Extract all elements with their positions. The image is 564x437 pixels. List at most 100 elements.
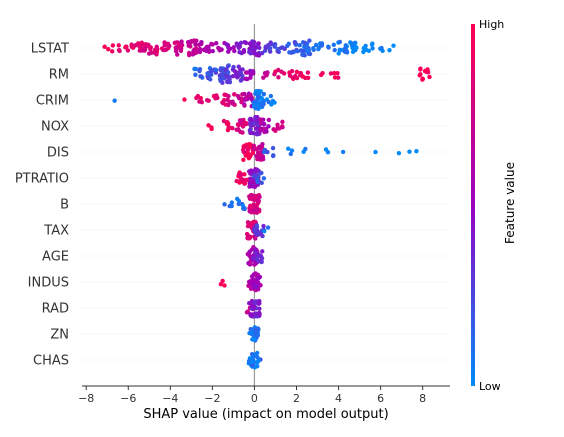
shap-point bbox=[251, 336, 256, 341]
shap-point bbox=[110, 43, 116, 48]
shap-point bbox=[206, 123, 211, 128]
shap-point bbox=[266, 117, 272, 123]
shap-point bbox=[261, 75, 266, 80]
shap-point bbox=[257, 301, 262, 306]
shap-point bbox=[102, 44, 107, 49]
shap-point bbox=[248, 122, 253, 128]
shap-point bbox=[254, 279, 259, 284]
feature-label: CRIM bbox=[36, 94, 69, 109]
shap-point bbox=[253, 89, 259, 94]
shap-point bbox=[256, 94, 261, 100]
shap-point bbox=[255, 179, 260, 185]
shap-point bbox=[271, 127, 276, 132]
shap-point bbox=[197, 46, 203, 52]
shap-point bbox=[117, 48, 122, 54]
shap-point bbox=[214, 40, 219, 46]
shap-point bbox=[186, 43, 191, 48]
shap-point bbox=[244, 94, 250, 100]
shap-point bbox=[251, 353, 256, 359]
colorbar-high-label: High bbox=[479, 18, 504, 31]
shap-point bbox=[257, 312, 262, 317]
shap-point bbox=[294, 75, 300, 81]
shap-point bbox=[270, 145, 276, 151]
shap-point bbox=[246, 145, 251, 150]
shap-point bbox=[251, 219, 256, 225]
shap-point bbox=[236, 123, 241, 128]
shap-point bbox=[257, 145, 262, 150]
shap-point bbox=[268, 93, 274, 99]
shap-point bbox=[223, 102, 228, 107]
shap-point bbox=[230, 99, 235, 104]
shap-point bbox=[264, 71, 269, 76]
shap-point bbox=[238, 40, 244, 46]
shap-point bbox=[265, 225, 271, 230]
shap-point bbox=[254, 168, 260, 173]
shap-point bbox=[257, 171, 263, 176]
x-tick-label: −2 bbox=[204, 392, 220, 405]
shap-point bbox=[159, 46, 165, 51]
shap-point bbox=[391, 43, 396, 48]
shap-point bbox=[250, 193, 255, 198]
shap-point bbox=[245, 220, 251, 225]
shap-point bbox=[265, 149, 270, 155]
shap-point bbox=[251, 49, 257, 55]
shap-point bbox=[254, 52, 259, 58]
shap-point bbox=[241, 49, 247, 55]
shap-point bbox=[236, 198, 242, 204]
shap-point bbox=[261, 91, 267, 97]
shap-point bbox=[340, 149, 346, 155]
shap-point bbox=[240, 130, 245, 135]
shap-point bbox=[242, 103, 247, 108]
shap-point bbox=[304, 44, 309, 49]
shap-point bbox=[306, 51, 312, 57]
shap-point bbox=[225, 70, 231, 75]
shap-point bbox=[288, 151, 293, 157]
shap-point bbox=[224, 42, 229, 47]
shap-point bbox=[387, 47, 392, 53]
shap-point bbox=[267, 46, 273, 51]
shap-point bbox=[275, 125, 280, 131]
shap-point bbox=[269, 102, 274, 107]
shap-point bbox=[259, 180, 264, 186]
shap-point bbox=[199, 39, 204, 45]
shap-point bbox=[205, 71, 210, 76]
shap-point bbox=[234, 73, 239, 79]
shap-point bbox=[275, 122, 280, 127]
shap-point bbox=[263, 45, 268, 50]
shap-point bbox=[261, 122, 267, 127]
shap-point bbox=[256, 358, 261, 364]
shap-point bbox=[242, 206, 247, 211]
shap-point bbox=[246, 283, 251, 288]
shap-point bbox=[337, 39, 343, 45]
shap-point bbox=[252, 197, 257, 203]
shap-point bbox=[154, 44, 159, 50]
shap-point bbox=[255, 363, 260, 369]
shap-point bbox=[331, 70, 337, 76]
shap-point bbox=[221, 118, 227, 124]
shap-point bbox=[178, 47, 184, 52]
shap-point bbox=[252, 327, 258, 332]
shap-point bbox=[276, 75, 281, 80]
feature-label: AGE bbox=[42, 250, 69, 265]
shap-point bbox=[336, 51, 341, 56]
shap-point bbox=[192, 66, 197, 72]
shap-point bbox=[243, 177, 248, 183]
shap-point bbox=[193, 72, 198, 77]
shap-point bbox=[259, 259, 264, 265]
shap-point bbox=[256, 41, 261, 46]
shap-point bbox=[232, 48, 237, 54]
shap-point bbox=[251, 255, 256, 260]
shap-point bbox=[251, 143, 257, 148]
shap-point bbox=[258, 283, 263, 288]
shap-point bbox=[276, 67, 281, 73]
shap-point bbox=[254, 105, 259, 111]
shap-point bbox=[379, 45, 384, 51]
feature-label: DIS bbox=[47, 146, 69, 161]
shap-point bbox=[297, 42, 302, 48]
shap-point bbox=[332, 47, 337, 53]
shap-point bbox=[129, 43, 134, 49]
shap-point bbox=[301, 149, 306, 155]
shap-point bbox=[270, 153, 276, 159]
row-guidelines bbox=[82, 47, 450, 361]
shap-point bbox=[249, 96, 254, 102]
